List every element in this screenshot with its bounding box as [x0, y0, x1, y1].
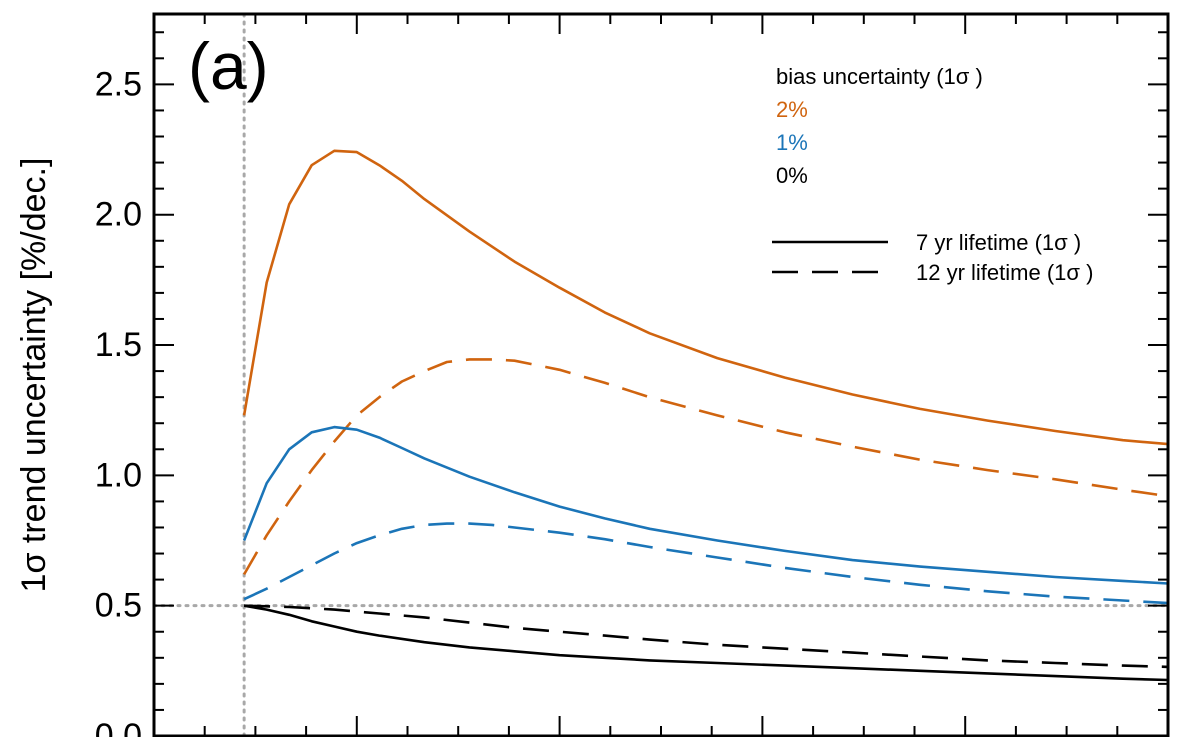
legend-style-entry: 7 yr lifetime (1σ ) [916, 230, 1081, 255]
y-tick-label: 0.5 [95, 587, 142, 625]
y-tick-label: 1.0 [95, 456, 142, 494]
y-tick-label: 2.0 [95, 196, 142, 234]
series-lines [242, 149, 1168, 682]
panel-label: (a) [188, 29, 269, 103]
y-tick-label: 1.5 [95, 326, 142, 364]
legend-style-entry: 12 yr lifetime (1σ ) [916, 260, 1093, 285]
legend: bias uncertainty (1σ ) 2% 1% 0% 7 yr lifet… [772, 64, 1093, 285]
y-tick-label: 2.5 [95, 65, 142, 103]
legend-bias-entry: 2% [776, 97, 808, 122]
series-line-bias-1pct-7yr [242, 425, 1168, 585]
y-axis-label: 1σ trend uncertainty [%/dec.] [15, 158, 53, 593]
legend-bias-entry: 1% [776, 130, 808, 155]
series-line-bias-0pct-12yr [244, 604, 1168, 669]
axis-ticks [153, 14, 1169, 737]
legend-bias-entries: 2% 1% 0% [776, 97, 808, 188]
series-line-bias-0pct-7yr [243, 604, 1168, 682]
legend-style-entries: 7 yr lifetime (1σ ) 12 yr lifetime (1σ ) [772, 230, 1093, 285]
plot-frame [152, 12, 1170, 737]
legend-bias-entry: 0% [776, 163, 808, 188]
reference-lines [152, 12, 1170, 737]
legend-title: bias uncertainty (1σ ) [776, 64, 983, 89]
y-tick-labels: 0.0 0.5 1.0 1.5 2.0 2.5 [95, 65, 142, 737]
series-line-bias-2pct-12yr [242, 358, 1168, 576]
y-tick-label: 0.0 [95, 717, 142, 737]
series-line-bias-1pct-12yr [243, 522, 1168, 605]
series-line-bias-2pct-7yr [242, 149, 1168, 446]
